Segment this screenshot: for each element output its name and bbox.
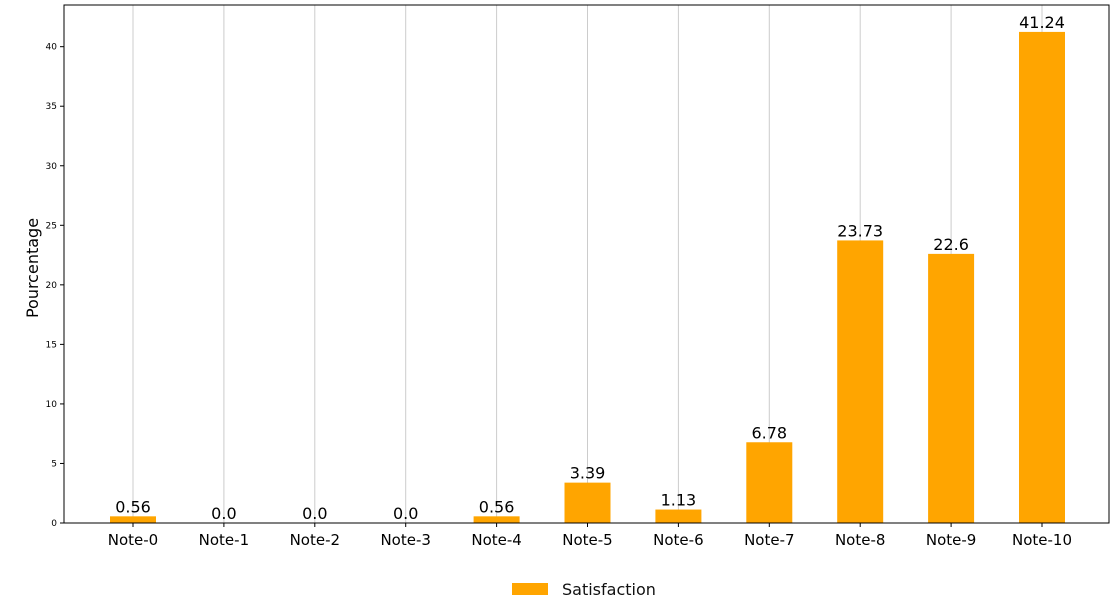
value-label: 0.0 (211, 504, 236, 523)
value-label: 0.56 (115, 497, 151, 516)
y-tick-label: 30 (46, 162, 58, 172)
bar (1019, 31, 1065, 524)
legend-label: Satisfaction (562, 579, 656, 599)
x-tick-label: Note-7 (744, 531, 794, 549)
x-tick-label: Note-6 (653, 531, 703, 549)
bar (473, 516, 520, 523)
x-tick-label: Note-5 (562, 531, 612, 549)
bar (746, 442, 793, 523)
value-labels: 0.56 0.0 0.0 0.0 0.56 3.39 1.13 6.78 23.73 22.6 41… (115, 13, 1065, 523)
x-tick-label: Note-3 (380, 531, 430, 549)
value-label: 6.78 (751, 423, 787, 442)
y-tick-label: 15 (46, 340, 57, 350)
x-tick-label: Note-0 (108, 531, 158, 549)
value-label: 0.0 (302, 504, 327, 523)
bar (928, 253, 975, 523)
legend: Satisfaction (512, 578, 656, 600)
y-tick-label: 35 (46, 102, 57, 112)
y-tick-label: 20 (46, 281, 58, 291)
y-tick-label: 25 (46, 221, 57, 231)
value-label: 1.13 (661, 491, 697, 510)
value-label: 0.56 (479, 497, 515, 516)
y-axis-ticks: 0 5 10 15 20 25 30 35 40 (46, 43, 64, 529)
bar (110, 516, 156, 523)
gridlines (132, 5, 1043, 523)
value-label: 22.6 (933, 235, 969, 254)
value-label: 3.39 (570, 464, 606, 483)
x-axis-ticks: Note-0 Note-1 Note-2 Note-3 Note-4 Note-5 Note… (108, 523, 1072, 549)
x-tick-label: Note-10 (1012, 531, 1072, 549)
legend-swatch (512, 583, 548, 595)
bars (110, 31, 1065, 524)
value-label: 0.0 (393, 504, 418, 523)
y-tick-label: 0 (51, 519, 57, 529)
x-tick-label: Note-4 (471, 531, 521, 549)
y-tick-label: 10 (46, 400, 58, 410)
y-axis-label: Pourcentage (23, 218, 42, 318)
plot-frame (63, 4, 1110, 524)
bar (564, 482, 611, 523)
bar (837, 240, 884, 524)
y-tick-label: 5 (51, 459, 57, 469)
x-tick-label: Note-1 (199, 531, 249, 549)
x-tick-label: Note-8 (835, 531, 885, 549)
value-label: 23.73 (837, 221, 883, 240)
value-label: 41.24 (1019, 13, 1065, 32)
x-tick-label: Note-9 (926, 531, 976, 549)
bar (655, 509, 702, 523)
y-tick-label: 40 (46, 43, 58, 53)
x-tick-label: Note-2 (290, 531, 340, 549)
